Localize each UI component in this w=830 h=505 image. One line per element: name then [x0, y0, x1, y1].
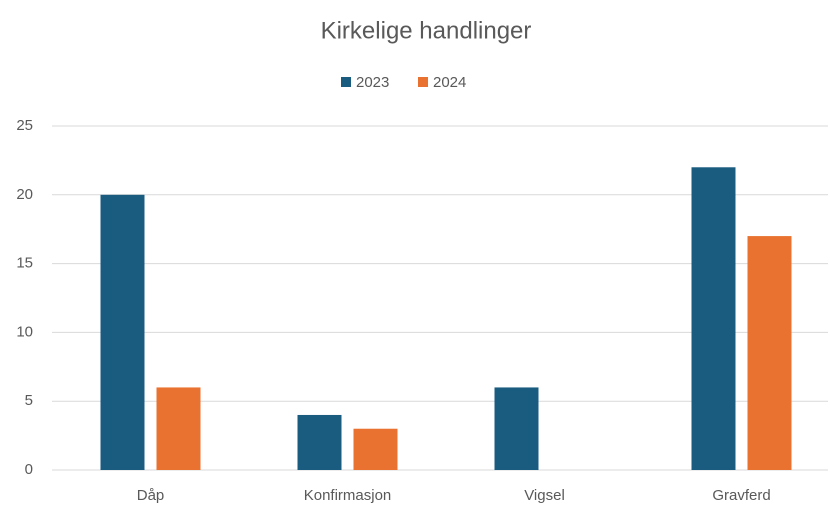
bar [156, 387, 201, 470]
y-tick-label: 0 [25, 461, 33, 478]
legend-swatch [418, 77, 428, 87]
y-tick-label: 25 [16, 117, 33, 134]
legend-swatch [341, 77, 351, 87]
bar [100, 194, 145, 471]
x-tick-label: Gravferd [712, 487, 770, 504]
chart-title: Kirkelige handlinger [321, 17, 532, 44]
legend-label: 2024 [433, 74, 466, 91]
bar [691, 167, 736, 470]
y-tick-label: 15 [16, 255, 33, 272]
x-tick-label: Vigsel [524, 487, 565, 504]
y-tick-label: 5 [25, 392, 33, 409]
bar [747, 236, 792, 470]
x-tick-label: Konfirmasjon [304, 487, 392, 504]
legend-label: 2023 [356, 74, 389, 91]
bar [353, 428, 398, 470]
y-tick-label: 20 [16, 186, 33, 203]
y-tick-label: 10 [16, 323, 33, 340]
x-tick-label: Dåp [137, 487, 165, 504]
bar [297, 414, 342, 470]
bar [494, 387, 539, 470]
